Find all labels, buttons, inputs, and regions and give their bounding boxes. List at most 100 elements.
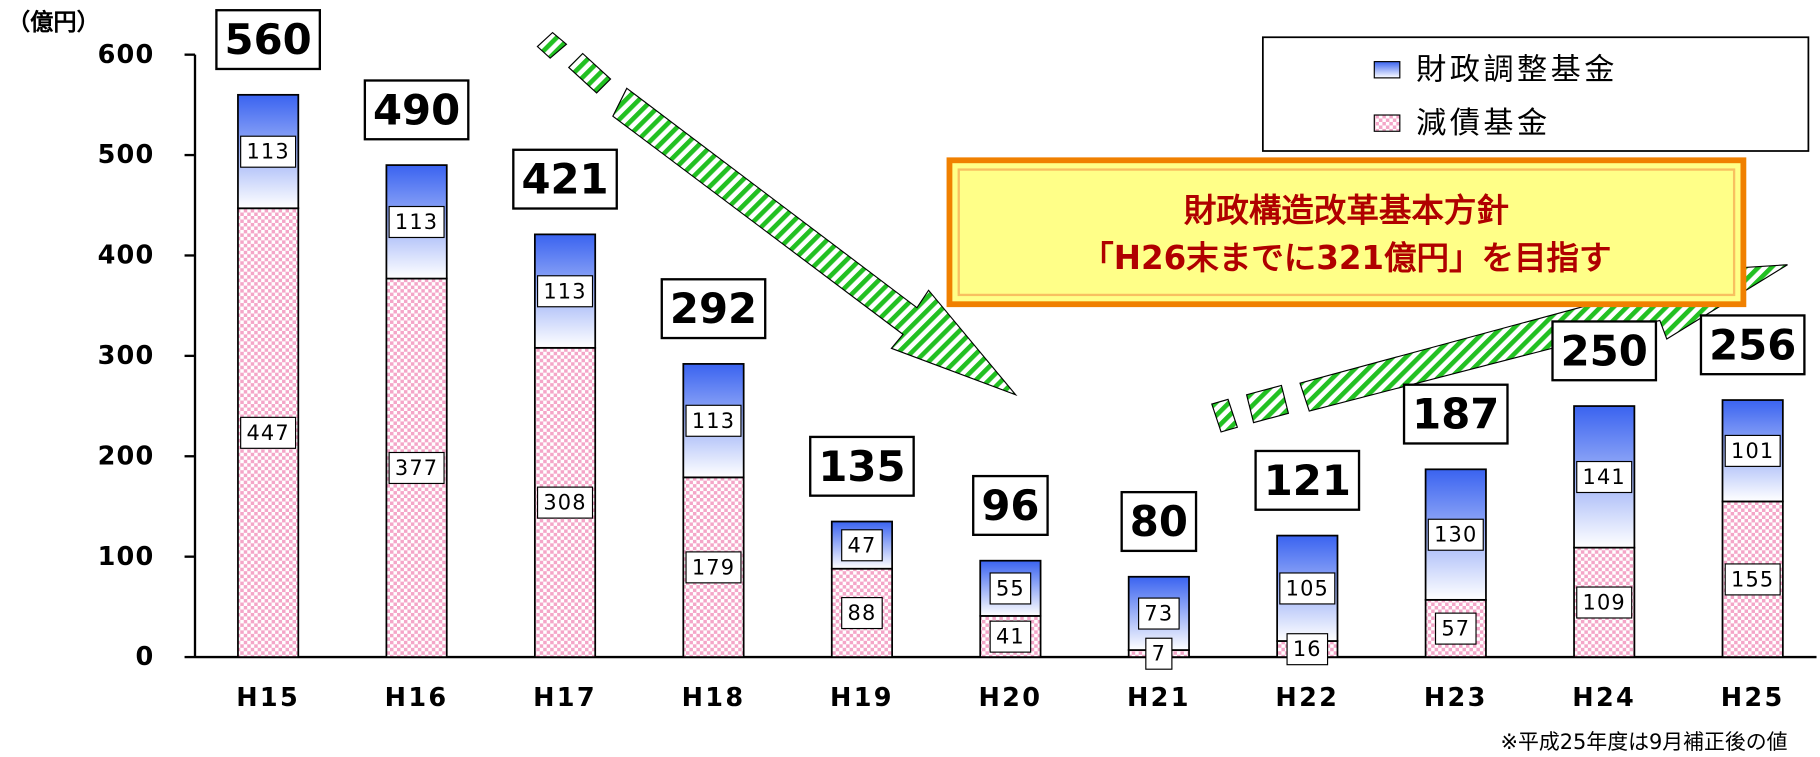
segment-label-group: 88	[841, 596, 883, 630]
total-label: 96	[981, 481, 1039, 530]
total-label-group: 187	[1402, 383, 1509, 445]
segment-label: 109	[1583, 591, 1626, 615]
segment-label-group: 55	[989, 572, 1032, 605]
segment-label: 57	[1441, 617, 1470, 641]
segment-label-group: 179	[685, 551, 742, 584]
segment-label-box	[989, 572, 1032, 605]
segment-label-box	[1576, 460, 1633, 494]
total-label-group: 256	[1699, 314, 1806, 376]
segment-label-box	[1286, 633, 1329, 666]
segment-label: 447	[246, 421, 289, 445]
total-label: 560	[225, 15, 312, 64]
total-label-group: 250	[1551, 320, 1658, 382]
segment-label-box	[841, 529, 883, 562]
segment-label-box	[1576, 586, 1633, 619]
total-label: 80	[1130, 497, 1188, 546]
x-tick-label: H15	[236, 683, 300, 713]
segment-label-box	[1145, 637, 1173, 670]
segment-label-group: 377	[388, 451, 445, 485]
y-tick-label: 500	[98, 140, 155, 170]
segment-label-group: 41	[989, 620, 1032, 653]
segment-label: 73	[1144, 602, 1173, 626]
segment-label-box	[1724, 434, 1781, 467]
total-label-group: 96	[972, 474, 1049, 536]
segment-label-box	[1279, 572, 1336, 605]
x-tick-label: H16	[385, 683, 449, 713]
segment-label-box	[388, 451, 445, 485]
down-arrow	[536, 31, 1018, 397]
legend-swatch	[1373, 114, 1401, 132]
y-tick-label: 300	[98, 341, 155, 371]
segment-label-group: 57	[1434, 612, 1477, 645]
total-label-box	[660, 278, 767, 340]
total-label-box	[809, 435, 915, 497]
total-label-box	[1254, 449, 1361, 511]
segment-label-box	[685, 404, 742, 437]
segment-label: 7	[1152, 642, 1166, 666]
legend-label: 減債基金	[1416, 106, 1551, 141]
segment-label-group: 105	[1279, 572, 1336, 605]
segment-label-group: 73	[1138, 597, 1180, 630]
segment-label-group: 16	[1286, 633, 1329, 666]
segment-label-box	[1427, 518, 1484, 551]
annotation-box: 財政構造改革基本方針 「H26末までに321億円」を目指す	[946, 157, 1747, 308]
x-tick-label: H19	[830, 683, 894, 713]
total-label-box	[363, 79, 470, 141]
segment-label-box	[1434, 612, 1477, 645]
x-tick-label: H21	[1127, 683, 1191, 713]
segment-label: 88	[848, 601, 877, 625]
x-tick-label: H23	[1424, 683, 1488, 713]
segment-label-box	[240, 416, 297, 449]
segment-label-group: 109	[1576, 586, 1633, 619]
segment-label-group: 155	[1724, 563, 1781, 596]
segment-label-group: 308	[536, 486, 594, 519]
segment-label: 16	[1293, 637, 1322, 661]
y-tick-label: 200	[98, 441, 155, 471]
segment-label-box	[388, 205, 445, 239]
x-tick-label: H18	[682, 683, 746, 713]
total-label: 490	[373, 85, 460, 134]
total-label-group: 421	[512, 148, 618, 210]
segment-label-box	[1724, 563, 1781, 596]
segment-label: 113	[543, 279, 586, 303]
total-label: 421	[521, 155, 608, 204]
total-label: 250	[1561, 326, 1648, 375]
segment-label: 141	[1583, 465, 1626, 489]
legend-label: 財政調整基金	[1416, 52, 1618, 87]
total-label: 187	[1412, 390, 1499, 439]
segment-label: 130	[1434, 523, 1477, 547]
total-label-group: 121	[1254, 449, 1361, 511]
y-tick-label: 400	[98, 241, 155, 271]
segment-label-group: 113	[536, 275, 594, 308]
total-label-group: 292	[660, 278, 767, 340]
total-label-box	[972, 474, 1049, 536]
annotation-line: 「H26末までに321億円」を目指す	[1081, 239, 1611, 277]
segment-label: 47	[848, 533, 877, 557]
total-label-box	[1551, 320, 1658, 382]
footnote: ※平成25年度は9月補正後の値	[1501, 730, 1788, 754]
x-tick-label: H17	[533, 683, 597, 713]
legend-box	[1261, 36, 1810, 152]
segment-label: 55	[996, 576, 1025, 600]
x-tick-label: H25	[1721, 683, 1785, 713]
x-tick-label: H20	[978, 683, 1042, 713]
total-label-box	[1402, 383, 1509, 445]
segment-label: 377	[395, 456, 438, 480]
segment-label-group: 447	[240, 416, 297, 449]
total-label-group: 490	[363, 79, 470, 141]
total-label: 121	[1264, 456, 1351, 505]
segment-label: 113	[692, 409, 735, 433]
segment-label: 308	[543, 491, 586, 515]
segment-label-group: 101	[1724, 434, 1781, 467]
segment-label-group: 47	[841, 529, 883, 562]
segment-label-group: 130	[1427, 518, 1484, 551]
total-label-group: 80	[1120, 490, 1198, 553]
total-label: 292	[670, 284, 757, 333]
segment-label: 41	[996, 625, 1025, 649]
segment-label-box	[240, 135, 297, 168]
segment-label: 155	[1731, 567, 1774, 591]
segment-label: 113	[246, 140, 289, 164]
x-tick-label: H22	[1275, 683, 1339, 713]
y-axis-label: （億円）	[7, 9, 100, 36]
